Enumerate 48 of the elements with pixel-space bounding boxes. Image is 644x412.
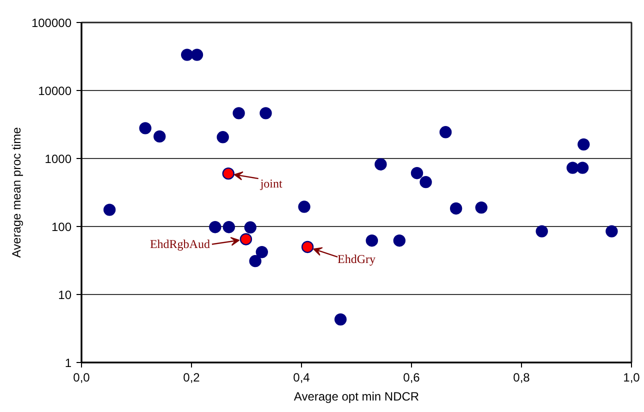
y-tick-label: 10 (58, 288, 72, 302)
point (576, 162, 589, 174)
point (232, 107, 245, 120)
point (298, 200, 310, 213)
x-tick-label: 0,8 (513, 370, 530, 384)
point (260, 107, 272, 120)
annotation: EhdGry (338, 252, 376, 266)
point (374, 158, 387, 170)
point (566, 162, 579, 174)
point (450, 202, 462, 215)
y-axis-title: Average mean proc time (9, 126, 24, 258)
x-tick-label: 0,2 (183, 370, 200, 384)
point (139, 122, 152, 134)
x-tick-label: 0,0 (73, 370, 90, 384)
point (420, 176, 432, 188)
y-tick-label: 1000 (44, 152, 72, 166)
annotation: EhdRgbAud (150, 237, 210, 252)
annotation: joint (259, 176, 284, 191)
point (475, 201, 488, 214)
point (190, 48, 204, 61)
point (249, 255, 262, 268)
point (440, 126, 452, 138)
point (209, 221, 222, 234)
point (181, 48, 194, 61)
x-tick-label: 0,4 (293, 370, 310, 384)
point (222, 167, 234, 180)
y-tick-label: 100 (51, 220, 72, 234)
point (256, 246, 268, 258)
point (154, 130, 166, 143)
x-tick-label: 0,6 (403, 370, 420, 384)
point (578, 138, 590, 151)
point (410, 167, 424, 180)
point (301, 240, 314, 254)
x-tick-label: 1,0 (623, 370, 640, 384)
y-tick-label: 100000 (31, 16, 72, 30)
y-tick-label: 10000 (38, 84, 72, 98)
point (103, 204, 116, 216)
point (393, 234, 406, 247)
y-tick-label: 1 (64, 356, 72, 370)
point (366, 234, 378, 247)
point (606, 225, 618, 238)
point (244, 221, 256, 234)
point (536, 225, 548, 238)
point (222, 221, 235, 234)
point (334, 313, 347, 326)
point (240, 233, 252, 246)
x-axis-title: Average opt min NDCR (294, 390, 420, 404)
point (216, 131, 229, 144)
